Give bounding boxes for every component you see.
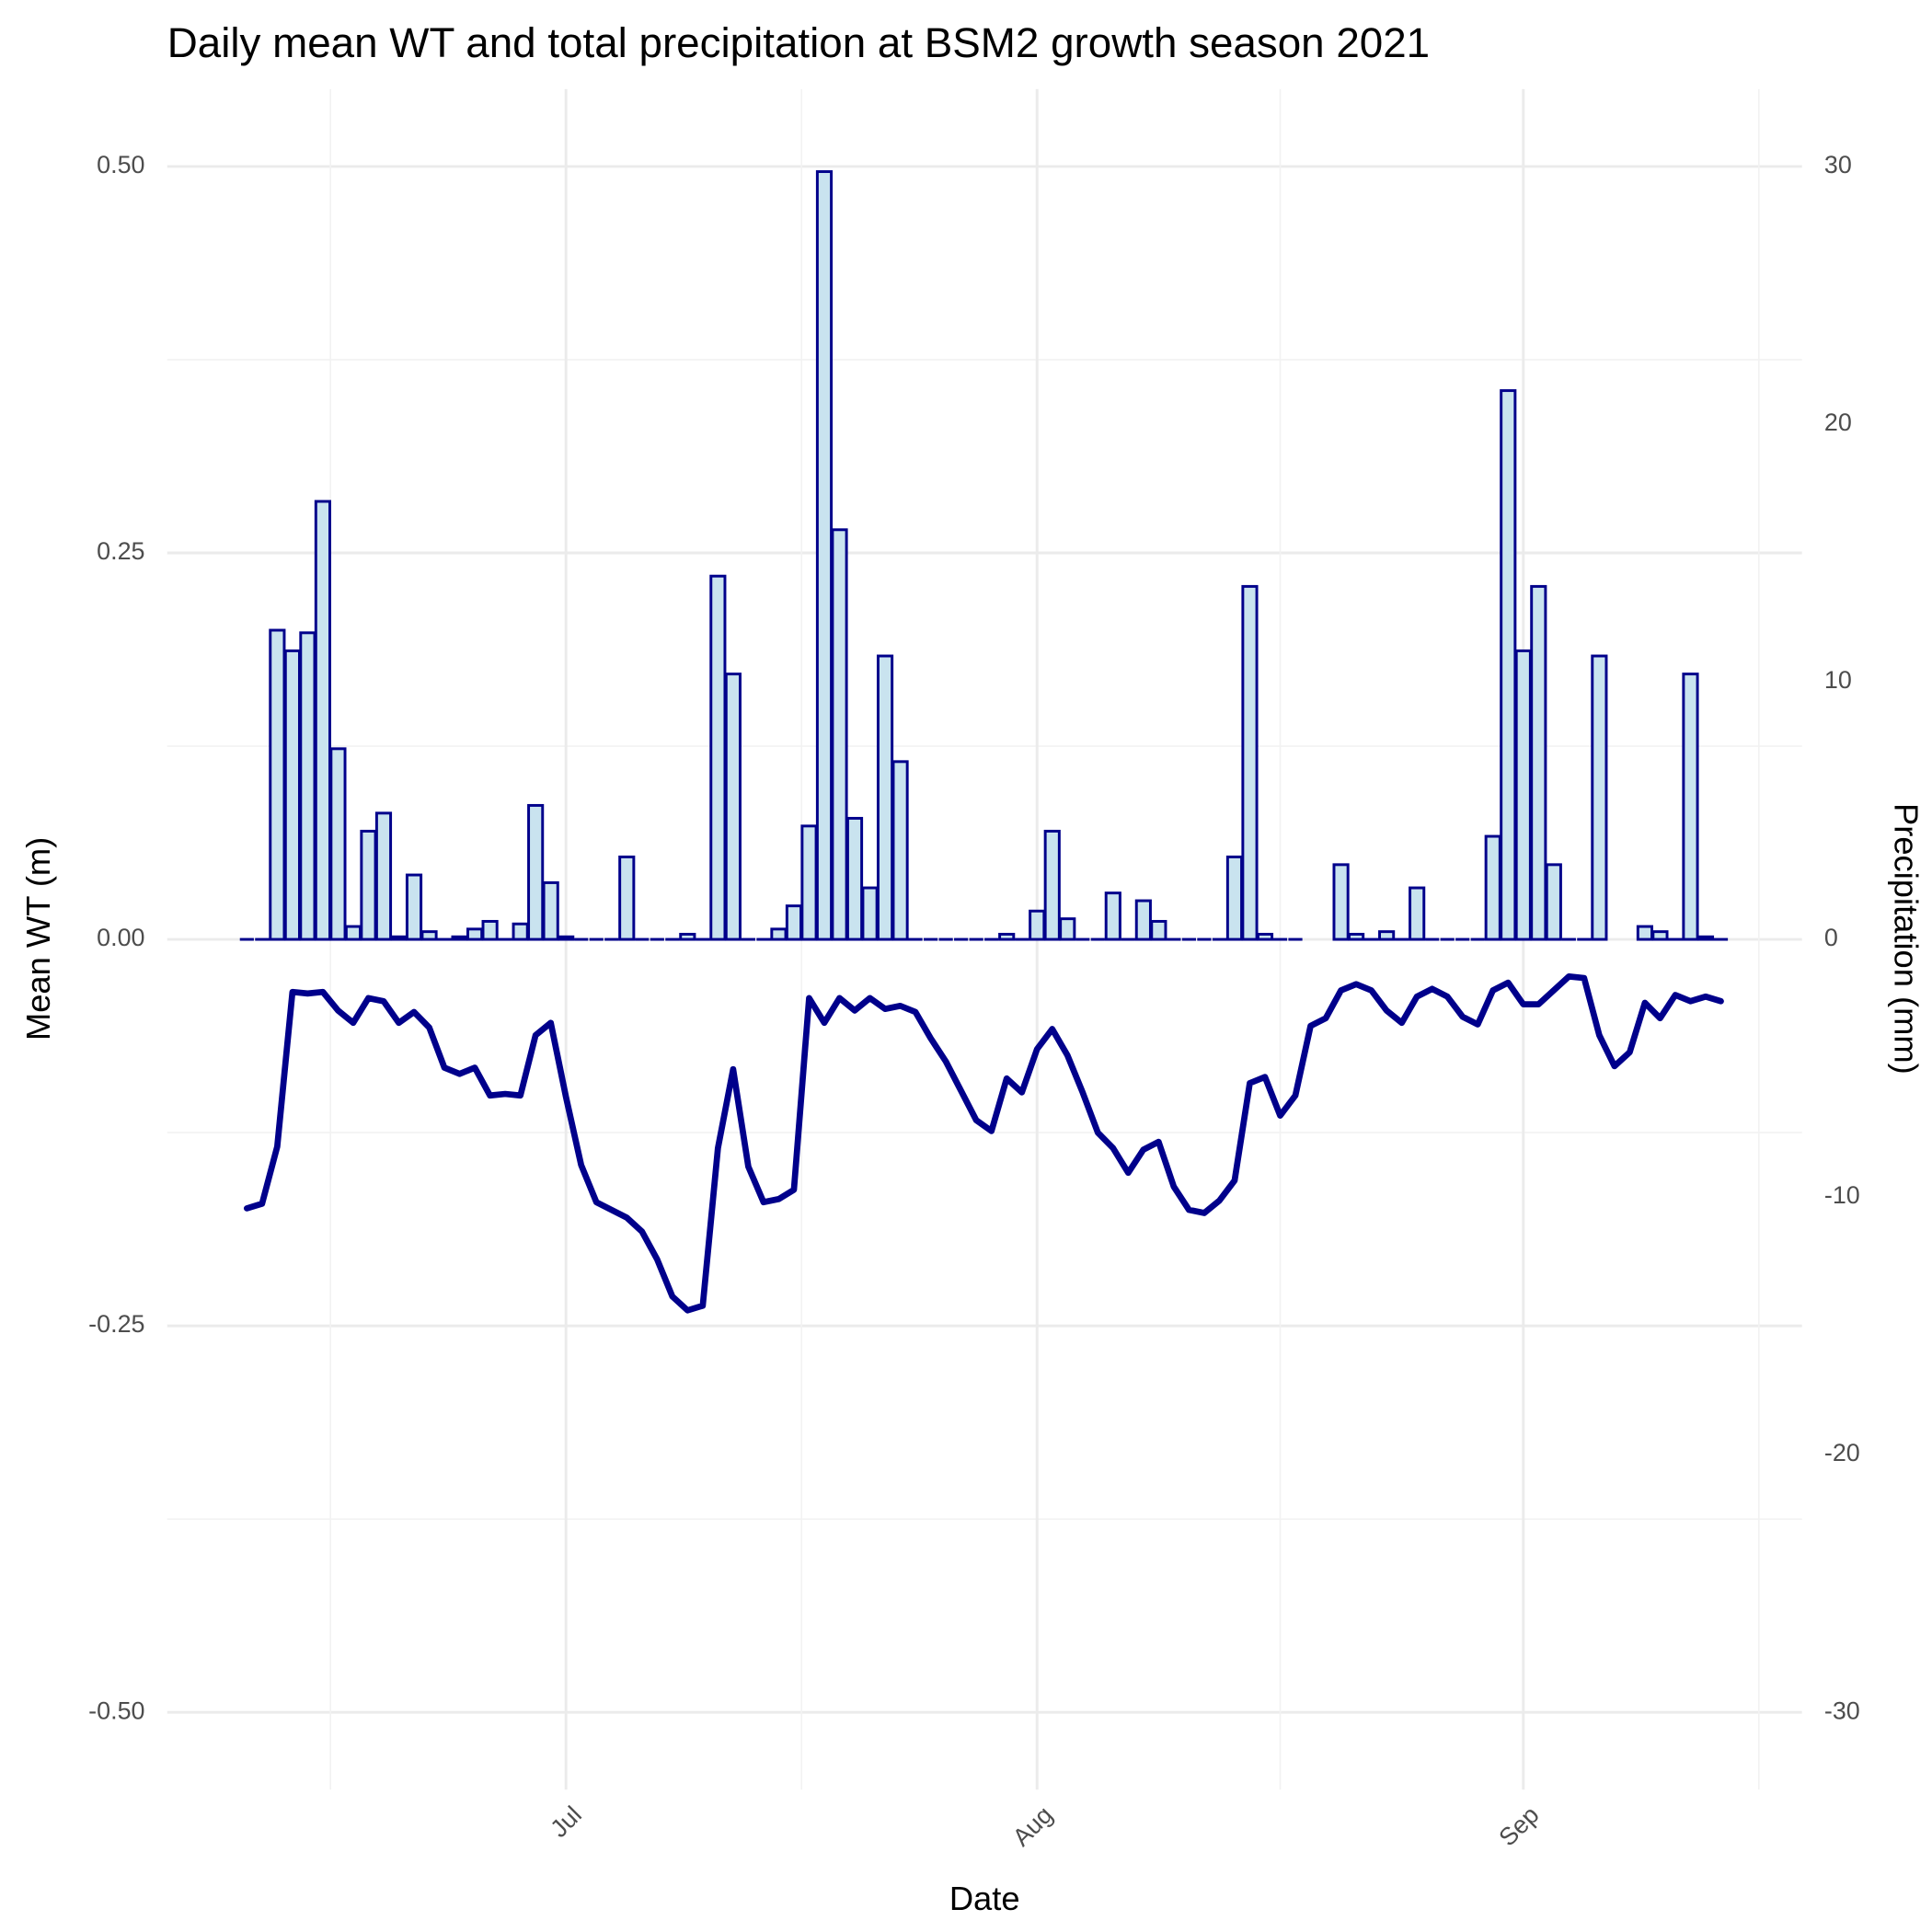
bar <box>998 932 1016 941</box>
x-tick-label: Sep <box>1493 1800 1544 1851</box>
y2-tick-label: -30 <box>1824 1696 1860 1724</box>
bar <box>527 803 545 941</box>
bar <box>709 574 727 941</box>
bar <box>329 747 347 941</box>
bar <box>1043 829 1061 941</box>
bar <box>861 886 879 941</box>
bar <box>1332 863 1350 941</box>
bar <box>1150 919 1167 941</box>
bar <box>1241 584 1259 941</box>
bar <box>724 673 742 941</box>
bar <box>374 811 393 941</box>
bar <box>618 855 636 941</box>
bar <box>770 927 788 941</box>
y-tick-label: 0.50 <box>97 151 144 178</box>
bar <box>542 880 559 941</box>
bar <box>1545 863 1562 941</box>
bar <box>1682 673 1699 941</box>
bar <box>558 935 575 941</box>
bar <box>283 649 301 941</box>
bar <box>314 500 331 941</box>
y-tick-label: 0.25 <box>97 537 144 565</box>
bar <box>451 935 468 941</box>
bar <box>1134 899 1152 941</box>
bar <box>1348 932 1365 941</box>
bar <box>1500 389 1517 941</box>
y2-tick-label: -10 <box>1824 1181 1860 1209</box>
bar <box>512 922 529 941</box>
y-tick-label: -0.50 <box>88 1696 144 1724</box>
y2-tick-label: 20 <box>1824 408 1852 436</box>
bar <box>1636 925 1653 941</box>
bar <box>831 528 848 941</box>
bar <box>679 932 696 941</box>
bar <box>1484 834 1501 941</box>
y2-tick-label: 0 <box>1824 924 1838 951</box>
bar <box>785 904 803 941</box>
y-axis-title: Mean WT (m) <box>19 837 57 1041</box>
x-axis-title: Date <box>949 1880 1020 1917</box>
y2-tick-label: 30 <box>1824 151 1852 178</box>
y-tick-label: 0.00 <box>97 924 144 951</box>
bar <box>466 927 484 941</box>
bar <box>1104 891 1121 941</box>
bar <box>1651 930 1669 941</box>
bar <box>420 930 438 941</box>
bar <box>1225 855 1244 941</box>
bar <box>269 628 286 941</box>
bar <box>1696 935 1715 941</box>
bar <box>1059 917 1076 941</box>
plot-area <box>239 170 1729 1314</box>
bar <box>815 170 834 941</box>
wt-line <box>243 973 1724 1314</box>
bar <box>1378 930 1396 941</box>
bar <box>876 654 894 941</box>
bar <box>1256 932 1274 941</box>
bar <box>1409 886 1426 941</box>
bar <box>1514 649 1532 941</box>
bar <box>845 816 864 941</box>
y-tick-label: -0.25 <box>88 1310 144 1338</box>
bar <box>1591 654 1608 941</box>
bar <box>1029 909 1046 941</box>
bar <box>344 925 362 941</box>
bar <box>390 935 408 941</box>
x-tick-label: Aug <box>1007 1800 1058 1851</box>
y2-axis-title: Precipitation (mm) <box>1888 803 1926 1075</box>
bar <box>481 919 499 941</box>
y2-tick-label: 10 <box>1824 666 1852 694</box>
bar <box>891 760 909 941</box>
bar <box>360 829 377 941</box>
chart-title: Daily mean WT and total precipitation at… <box>167 19 1430 66</box>
bar <box>299 631 316 941</box>
bar <box>800 824 818 941</box>
bar <box>1530 584 1547 941</box>
y2-tick-label: -20 <box>1824 1439 1860 1466</box>
bar <box>405 873 423 941</box>
x-tick-label: Jul <box>545 1800 587 1843</box>
